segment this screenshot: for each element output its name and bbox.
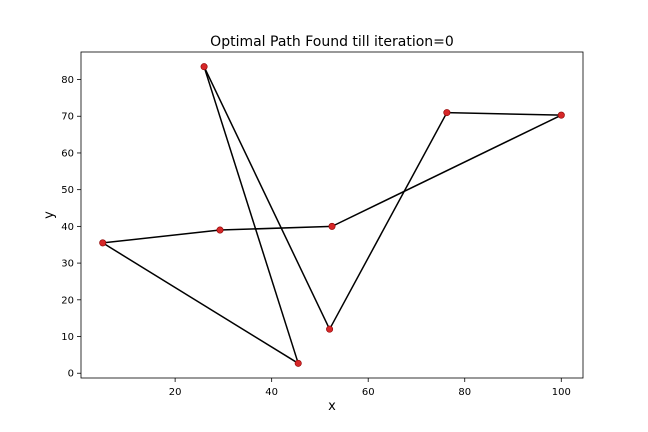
- y-axis: 0 10 20 30 40 50 60 70 80: [61, 75, 81, 380]
- path-segment: [446, 111, 562, 116]
- data-point: [216, 226, 224, 234]
- data-point: [200, 63, 208, 71]
- x-tick-label: 60: [362, 387, 375, 398]
- x-tick-label: 40: [265, 387, 278, 398]
- y-tick-label: 80: [61, 75, 74, 86]
- y-tick-label: 0: [68, 369, 74, 380]
- y-tick-label: 20: [61, 295, 74, 306]
- path-segment: [219, 225, 333, 231]
- y-tick-label: 60: [61, 148, 74, 159]
- path-segment: [102, 242, 299, 364]
- chart-title: Optimal Path Found till iteration=0: [210, 34, 454, 50]
- y-tick-label: 30: [61, 259, 74, 270]
- path-lines: [102, 66, 562, 364]
- data-point: [99, 239, 107, 247]
- data-point: [328, 222, 336, 230]
- y-axis-label: y: [42, 211, 57, 219]
- path-points: [99, 63, 565, 367]
- path-segment: [331, 114, 562, 228]
- data-point: [326, 325, 334, 333]
- y-tick-label: 70: [61, 112, 74, 123]
- path-segment: [203, 66, 331, 330]
- x-tick-label: 20: [169, 387, 182, 398]
- path-segment: [102, 229, 221, 244]
- x-axis-label: x: [328, 399, 336, 414]
- path-segment: [203, 66, 299, 364]
- data-point: [294, 359, 302, 367]
- path-segment: [328, 112, 448, 330]
- data-point: [557, 111, 565, 119]
- data-point: [443, 109, 451, 117]
- x-tick-label: 80: [458, 387, 471, 398]
- y-tick-label: 50: [61, 185, 74, 196]
- y-tick-label: 10: [61, 332, 74, 343]
- x-tick-label: 100: [552, 387, 571, 398]
- x-axis: 20 40 60 80 100: [169, 378, 571, 398]
- y-tick-label: 40: [61, 222, 74, 233]
